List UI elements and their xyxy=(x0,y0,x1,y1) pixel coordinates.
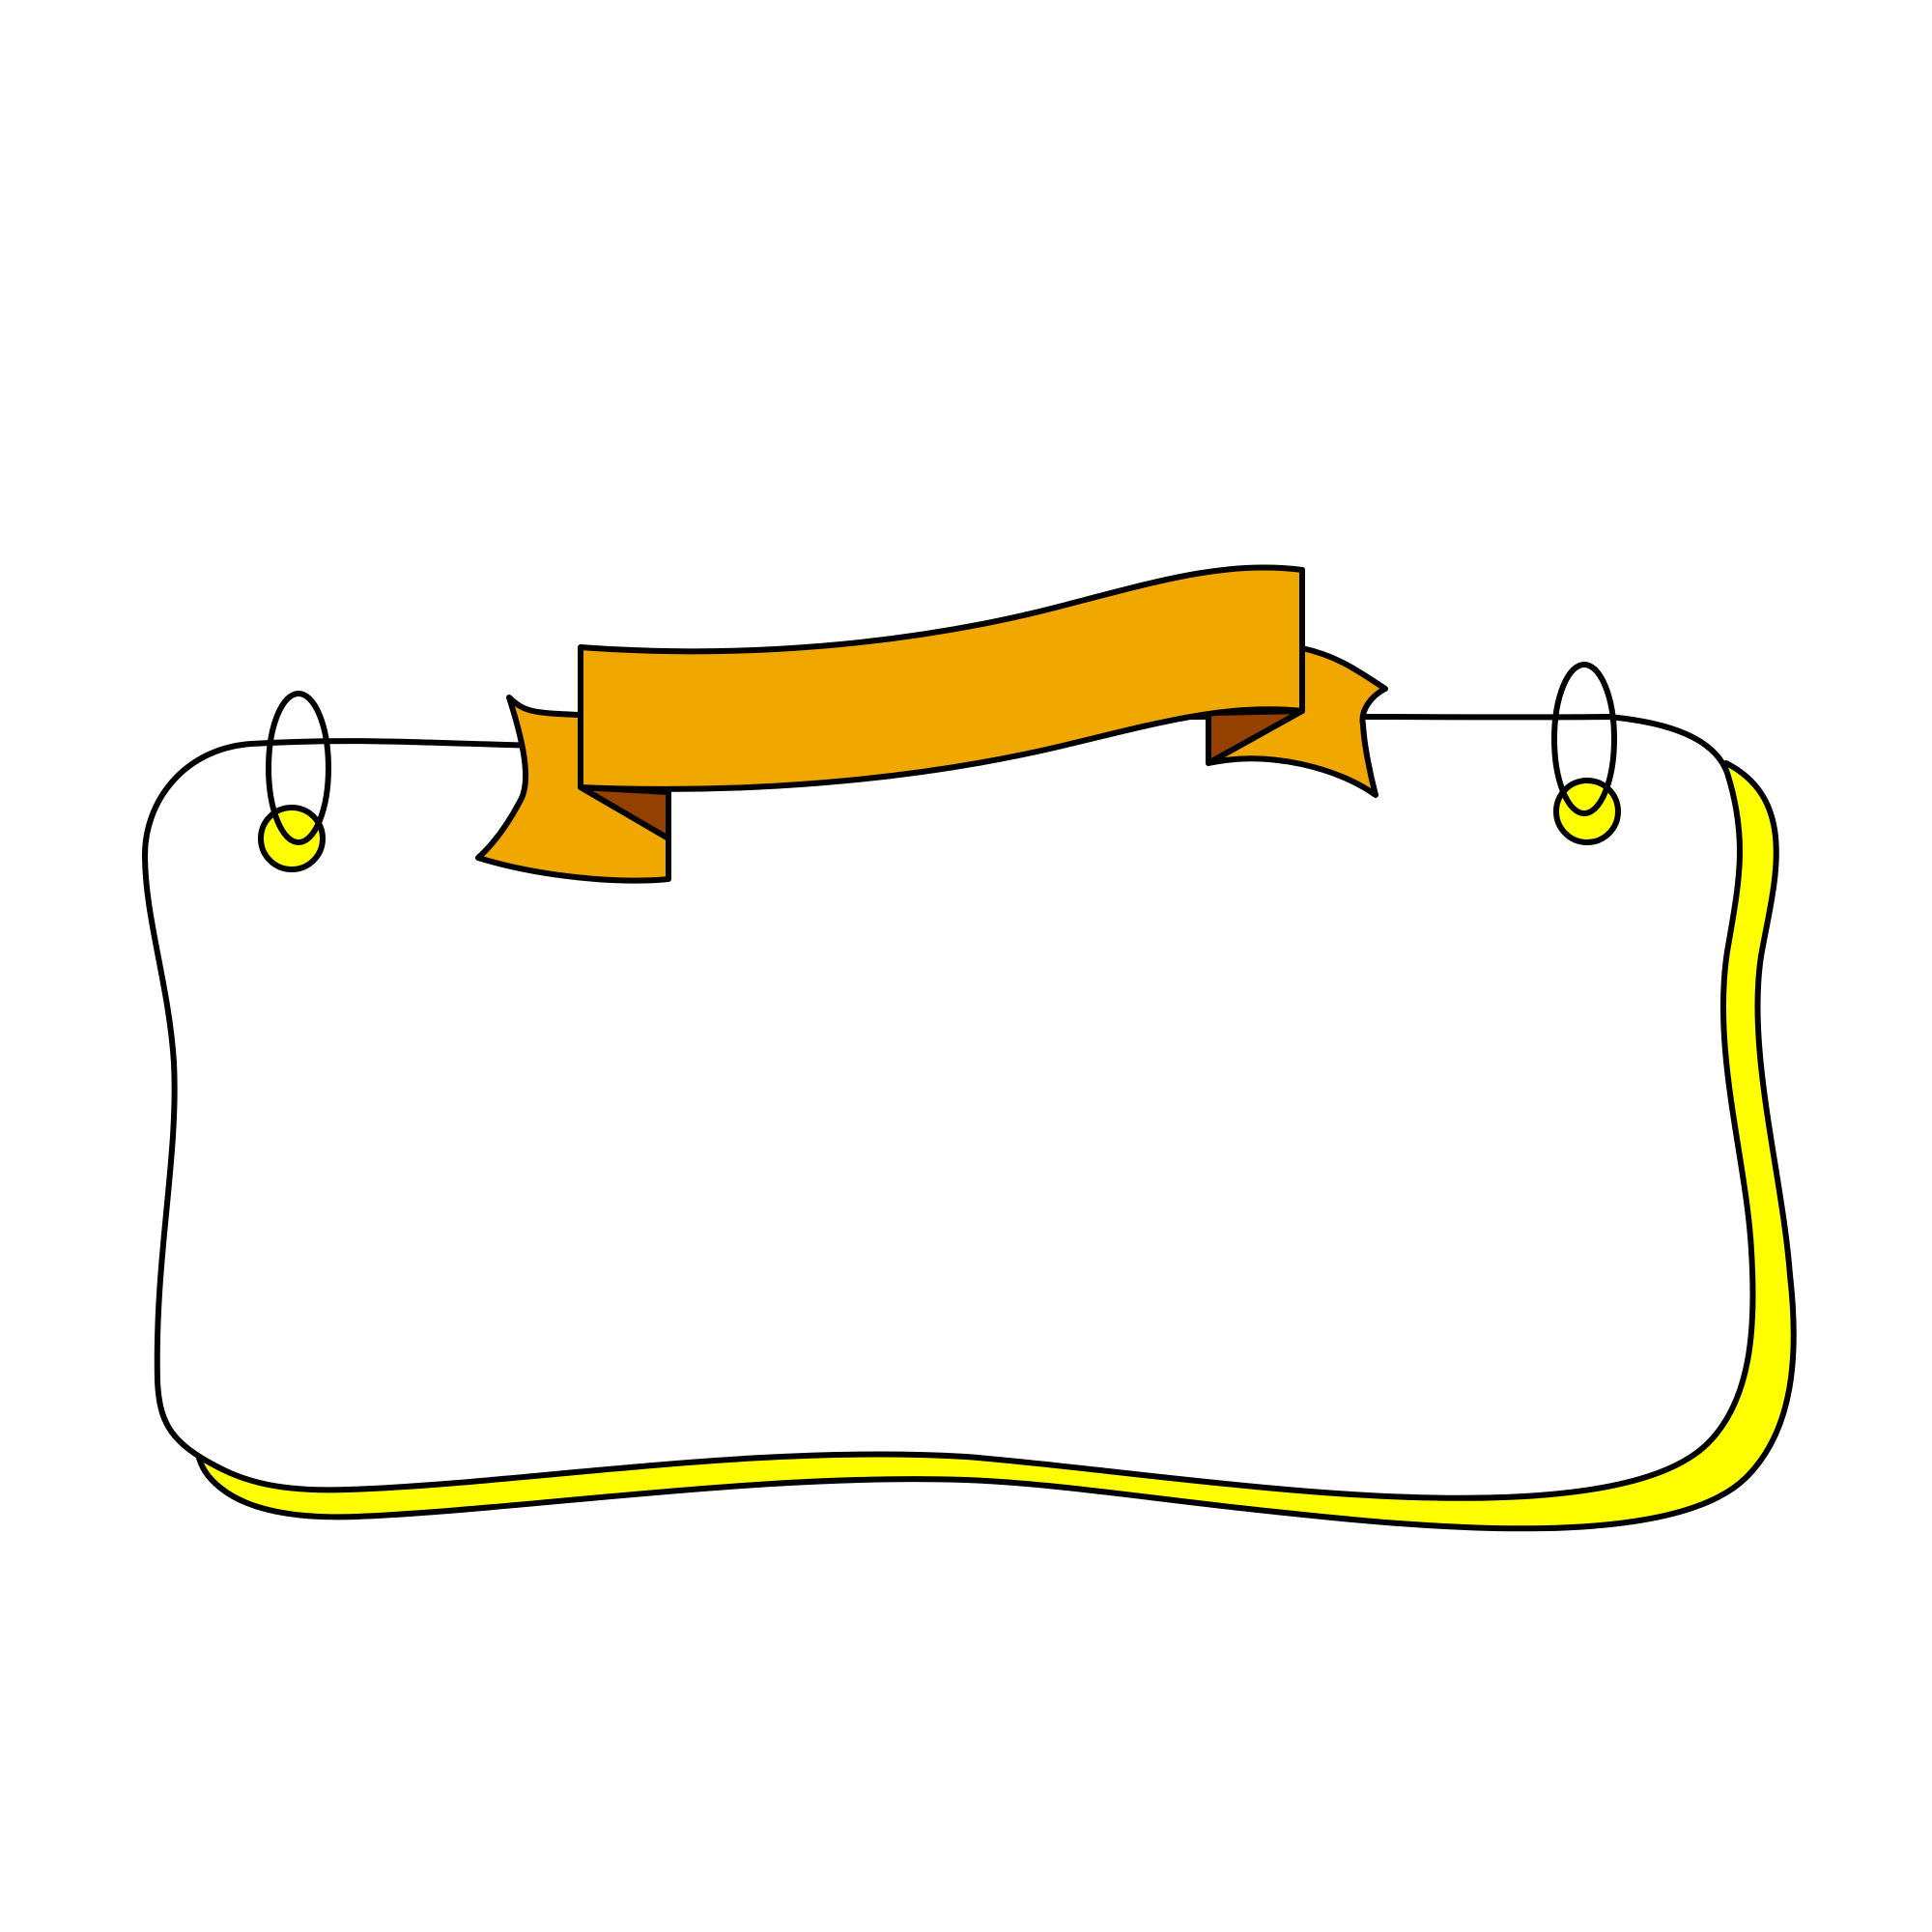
ribbon-banner xyxy=(578,564,1305,792)
sign-board xyxy=(142,713,1756,1501)
ribbon-left-tail xyxy=(475,695,671,884)
hanging-loop-right xyxy=(1551,662,1617,816)
ribbon-right-tail xyxy=(1206,645,1388,798)
hanging-loop-left xyxy=(266,691,331,845)
